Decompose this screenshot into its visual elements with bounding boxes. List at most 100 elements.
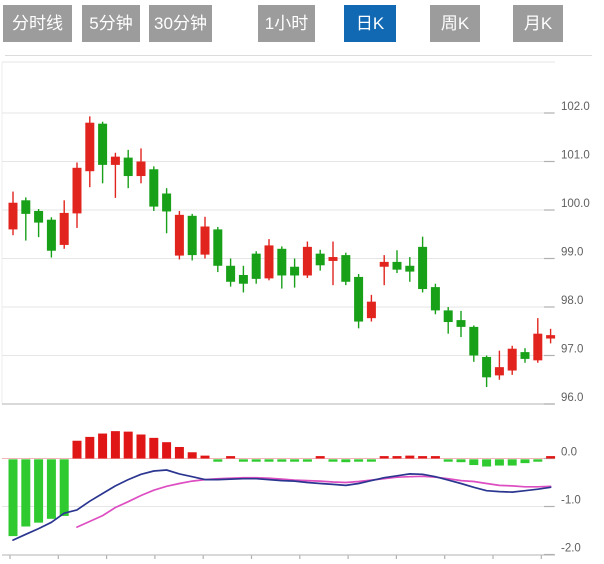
macd-bar-positive	[315, 456, 325, 459]
macd-bar-negative	[366, 459, 376, 462]
candle-body-down	[354, 276, 364, 322]
candle-body-up	[136, 161, 146, 177]
macd-bar-negative	[59, 459, 69, 516]
candle-body-up	[546, 335, 556, 339]
macd-bar-positive	[149, 437, 159, 459]
candle-body-down	[149, 169, 159, 207]
candle-body-down	[238, 274, 248, 284]
macd-bar-positive	[72, 440, 82, 459]
candle-body-down	[430, 287, 440, 311]
macd-bar-negative	[494, 459, 504, 466]
price-axis-label: 101.0	[561, 150, 590, 162]
candle-body-down	[290, 266, 300, 276]
macd-bar-negative	[34, 459, 44, 523]
macd-bar-negative	[264, 459, 274, 462]
tab-weekly-k[interactable]: 周K	[430, 5, 480, 42]
macd-bar-positive	[200, 455, 210, 459]
macd-bar-positive	[85, 436, 95, 459]
macd-bar-positive	[379, 456, 389, 459]
macd-bar-negative	[213, 459, 223, 462]
candle-body-down	[123, 157, 133, 177]
macd-bar-positive	[110, 431, 120, 459]
candle-body-down	[520, 352, 530, 359]
dif-line	[12, 469, 552, 541]
price-axis-label: 98.0	[561, 295, 583, 307]
candle-body-up	[85, 122, 95, 172]
candle-body-down	[277, 248, 287, 276]
candle-body-down	[482, 356, 492, 378]
macd-bar-positive	[187, 452, 197, 459]
candle-body-down	[456, 320, 466, 327]
macd-bar-positive	[418, 456, 428, 459]
macd-bar-negative	[328, 459, 338, 462]
macd-axis-label: 0.0	[561, 447, 577, 459]
candle-body-down	[405, 265, 415, 272]
macd-bar-positive	[392, 456, 402, 459]
macd-bar-positive	[226, 456, 236, 459]
candle-body-down	[46, 219, 56, 251]
macd-bar-negative	[482, 459, 492, 467]
macd-bar-negative	[46, 459, 56, 519]
macd-axis-label: -1.0	[561, 495, 581, 507]
dea-line	[76, 475, 552, 528]
candle-body-up	[8, 202, 18, 230]
tab-daily-k[interactable]: 日K	[344, 5, 396, 42]
candle-body-down	[251, 253, 261, 279]
macd-bar-negative	[354, 459, 364, 462]
tab-minute-line[interactable]: 分时线	[3, 5, 72, 42]
macd-bar-negative	[8, 459, 18, 537]
macd-bar-positive	[162, 442, 172, 459]
tab-30min[interactable]: 30分钟	[149, 5, 212, 42]
macd-bar-negative	[341, 459, 351, 463]
candle-body-down	[213, 229, 223, 266]
candle-body-up	[302, 246, 312, 276]
candle-body-up	[59, 212, 69, 245]
macd-bar-negative	[277, 459, 287, 462]
candle-body-down	[98, 123, 108, 165]
candle-body-down	[34, 210, 44, 223]
macd-bar-positive	[98, 433, 108, 459]
candle-body-up	[533, 333, 543, 361]
candle-body-down	[443, 310, 453, 323]
macd-bar-negative	[456, 459, 466, 463]
macd-bar-negative	[238, 459, 248, 462]
macd-bar-positive	[136, 434, 146, 459]
price-axis-label: 99.0	[561, 247, 583, 259]
macd-bar-negative	[251, 459, 261, 462]
candle-body-down	[162, 193, 172, 212]
candle-body-down	[392, 261, 402, 270]
candle-body-up	[264, 245, 274, 279]
candle-body-down	[21, 200, 31, 214]
candle-body-up	[366, 301, 376, 319]
price-axis-label: 100.0	[561, 198, 590, 210]
macd-bar-positive	[430, 456, 440, 459]
candle-body-down	[418, 246, 428, 290]
timeframe-tab-bar: 分时线 5分钟 30分钟 1小时 日K 周K 月K	[0, 0, 604, 48]
candle-body-up	[507, 348, 517, 371]
candle-body-up	[72, 167, 82, 214]
macd-bar-negative	[443, 459, 453, 462]
macd-bar-negative	[520, 459, 530, 464]
macd-axis-label: -2.0	[561, 543, 581, 555]
candle-body-down	[341, 255, 351, 282]
macd-bar-positive	[123, 431, 133, 459]
candle-body-down	[315, 253, 325, 266]
macd-bar-negative	[290, 459, 300, 462]
macd-bar-positive	[405, 455, 415, 459]
candle-body-up	[328, 257, 338, 261]
macd-bar-positive	[174, 446, 184, 459]
candle-body-up	[379, 261, 389, 267]
candle-body-up	[110, 156, 120, 165]
tab-5min[interactable]: 5分钟	[82, 5, 140, 42]
candle-body-up	[174, 214, 184, 256]
price-axis-label: 97.0	[561, 344, 583, 356]
macd-bar-negative	[507, 459, 517, 466]
candle-body-down	[226, 265, 236, 282]
tab-monthly-k[interactable]: 月K	[513, 5, 563, 42]
tab-1hour[interactable]: 1小时	[258, 5, 315, 42]
macd-bar-positive	[546, 456, 556, 459]
macd-bar-negative	[21, 459, 31, 527]
